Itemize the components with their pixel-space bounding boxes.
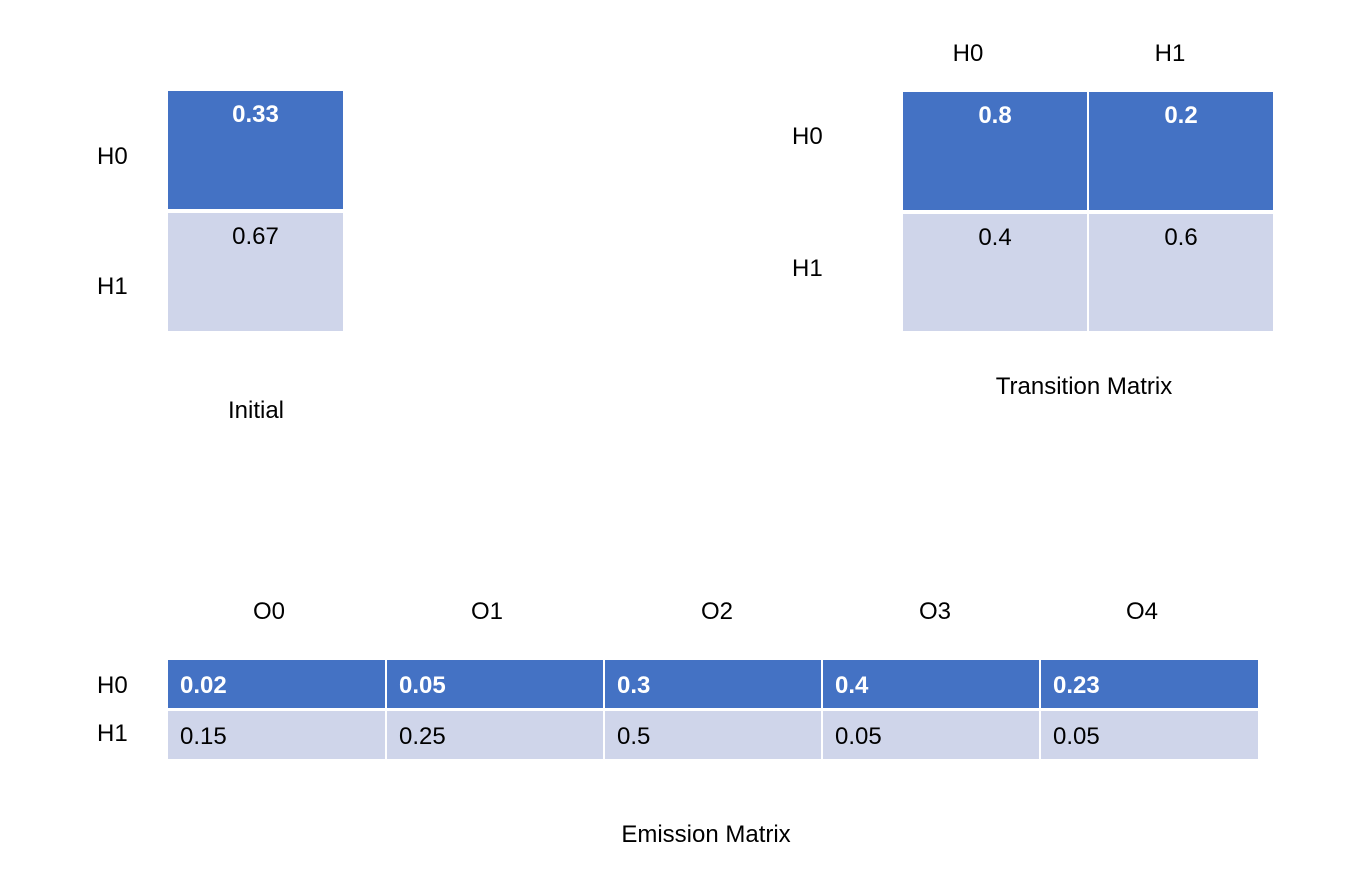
emission-col-header-o0: O0 <box>252 598 286 625</box>
transition-value: 0.4 <box>978 224 1012 251</box>
emission-col-header-o3: O3 <box>918 598 952 625</box>
emission-col-header-o2: O2 <box>700 598 734 625</box>
emission-cell-h1-o2: 0.5 <box>605 711 821 759</box>
transition-value: 0.6 <box>1164 224 1198 251</box>
initial-row-label-h1: H1 <box>97 273 128 300</box>
emission-caption: Emission Matrix <box>621 821 791 848</box>
emission-cell-h0-o3: 0.4 <box>823 660 1039 708</box>
transition-value: 0.2 <box>1164 102 1198 129</box>
emission-value: 0.05 <box>399 672 446 699</box>
initial-row-label-h0: H0 <box>97 143 128 170</box>
transition-cell-h0-h1: 0.2 <box>1089 92 1273 210</box>
transition-caption: Transition Matrix <box>995 373 1173 400</box>
initial-cell-h1: 0.67 <box>168 213 343 331</box>
initial-value-h0: 0.33 <box>232 101 279 128</box>
emission-row-label-h0: H0 <box>97 672 128 699</box>
emission-cell-h1-o1: 0.25 <box>387 711 603 759</box>
emission-cell-h0-o2: 0.3 <box>605 660 821 708</box>
transition-col-header-h0: H0 <box>952 40 984 67</box>
emission-cell-h1-o4: 0.05 <box>1041 711 1258 759</box>
transition-col-header-h1: H1 <box>1154 40 1186 67</box>
emission-cell-h0-o0: 0.02 <box>168 660 385 708</box>
emission-cell-h0-o1: 0.05 <box>387 660 603 708</box>
emission-value: 0.25 <box>399 723 446 750</box>
initial-cell-h0: 0.33 <box>168 91 343 209</box>
emission-value: 0.05 <box>835 723 882 750</box>
emission-value: 0.05 <box>1053 723 1100 750</box>
emission-cell-h1-o0: 0.15 <box>168 711 385 759</box>
initial-caption: Initial <box>227 397 285 424</box>
transition-value: 0.8 <box>978 102 1012 129</box>
emission-value: 0.5 <box>617 723 651 750</box>
emission-col-header-o4: O4 <box>1125 598 1159 625</box>
transition-cell-h0-h0: 0.8 <box>903 92 1087 210</box>
transition-row-label-h1: H1 <box>792 255 823 282</box>
emission-value: 0.02 <box>180 672 227 699</box>
emission-value: 0.15 <box>180 723 227 750</box>
emission-value: 0.23 <box>1053 672 1100 699</box>
transition-row-label-h0: H0 <box>792 123 823 150</box>
emission-cell-h0-o4: 0.23 <box>1041 660 1258 708</box>
emission-value: 0.3 <box>617 672 651 699</box>
emission-cell-h1-o3: 0.05 <box>823 711 1039 759</box>
initial-value-h1: 0.67 <box>232 223 279 250</box>
emission-row-label-h1: H1 <box>97 720 128 747</box>
emission-col-header-o1: O1 <box>470 598 504 625</box>
transition-cell-h1-h0: 0.4 <box>903 214 1087 331</box>
emission-value: 0.4 <box>835 672 869 699</box>
transition-cell-h1-h1: 0.6 <box>1089 214 1273 331</box>
